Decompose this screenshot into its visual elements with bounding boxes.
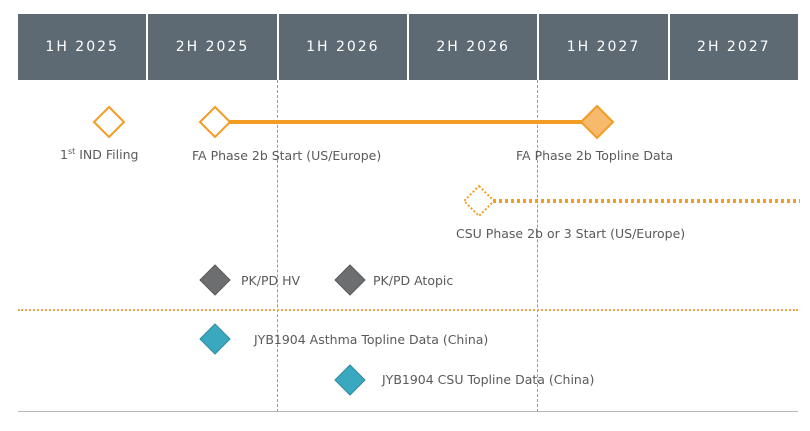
year-divider-2026 [277, 80, 278, 412]
jyb-asthma-label: JYB1904 Asthma Topline Data (China) [254, 332, 489, 347]
period-2h-2025: 2H 2025 [148, 14, 279, 80]
pkpd-atopic-diamond [334, 264, 366, 296]
section-separator [18, 309, 798, 311]
period-1h-2026: 1H 2026 [278, 14, 409, 80]
period-2h-2026: 2H 2026 [408, 14, 540, 80]
jyb-csu-diamond [334, 364, 366, 396]
csu-phase-start-diamond [462, 184, 496, 218]
jyb-asthma-diamond [199, 323, 231, 355]
pkpd-hv-diamond [199, 264, 231, 296]
fa-phase2b-start-diamond [198, 105, 232, 139]
fa-phase2b-topline-diamond [579, 104, 615, 140]
period-1h-2027: 1H 2027 [539, 14, 670, 80]
period-1h-2025: 1H 2025 [18, 14, 149, 80]
bottom-rule [18, 411, 798, 412]
fa-phase2b-topline-label: FA Phase 2b Topline Data [516, 148, 674, 163]
fa-phase2b-start-label: FA Phase 2b Start (US/Europe) [192, 148, 382, 163]
ind-filing-label: 1st IND Filing [60, 147, 139, 163]
jyb-csu-label: JYB1904 CSU Topline Data (China) [382, 372, 595, 387]
ind-filing-diamond [92, 105, 126, 139]
pkpd-hv-label: PK/PD HV [241, 273, 301, 288]
year-divider-2027 [537, 80, 538, 412]
csu-phase-start-label: CSU Phase 2b or 3 Start (US/Europe) [456, 226, 686, 241]
pkpd-atopic-label: PK/PD Atopic [373, 273, 454, 288]
timeline-header: 1H 2025 2H 2025 1H 2026 2H 2026 1H 2027 … [18, 14, 798, 80]
period-2h-2027: 2H 2027 [669, 14, 798, 80]
